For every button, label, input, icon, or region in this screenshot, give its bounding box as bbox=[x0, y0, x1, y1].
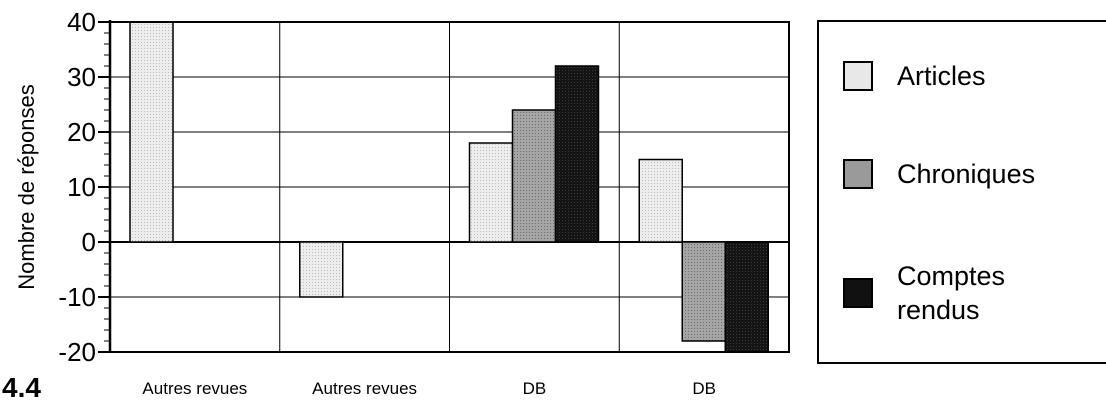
legend-item-chroniques: Chroniques bbox=[843, 157, 1035, 191]
y-tick-label: 40 bbox=[67, 7, 96, 37]
legend-label-comptes: Comptes bbox=[897, 261, 1006, 291]
x-category-label: DB bbox=[523, 379, 547, 398]
bar-chart: 40 30 20 10 0 -10 -20 Autres revues Autres revue… bbox=[14, 7, 790, 398]
legend-label-rendus: rendus bbox=[897, 295, 980, 325]
legend-swatch-comptes-rendus bbox=[843, 278, 873, 308]
legend-label-articles: Articles bbox=[897, 61, 986, 91]
y-tick-label: -10 bbox=[58, 282, 96, 312]
y-tick-label: 0 bbox=[82, 227, 96, 257]
legend-label-chroniques: Chroniques bbox=[897, 159, 1036, 189]
bar-chroniques bbox=[511, 109, 557, 243]
bar-chroniques bbox=[681, 241, 726, 342]
legend: Articles Chroniques Comptes rendus bbox=[817, 20, 1106, 364]
y-axis-title: Nombre de réponses bbox=[14, 84, 39, 289]
bar-articles bbox=[129, 21, 174, 243]
legend-item-articles: Articles bbox=[843, 59, 986, 93]
y-tick-label: 30 bbox=[67, 62, 96, 92]
legend-swatch-articles bbox=[843, 61, 873, 91]
bar-articles bbox=[468, 142, 514, 243]
legend-label-comptes-rendus: Comptes rendus bbox=[897, 259, 1005, 327]
x-category-label: Autres revues bbox=[142, 379, 247, 398]
bar-comptes-rendus bbox=[554, 65, 600, 243]
legend-item-comptes-rendus: Comptes rendus bbox=[843, 259, 1005, 327]
legend-swatch-chroniques bbox=[843, 159, 873, 189]
y-tick-label: -20 bbox=[58, 337, 96, 367]
bar-articles bbox=[299, 241, 344, 298]
x-category-label: DB bbox=[692, 379, 716, 398]
x-category-label: Autres revues bbox=[312, 379, 417, 398]
figure-number: 4.4 bbox=[2, 372, 41, 403]
bar-articles bbox=[638, 158, 683, 243]
y-tick-label: 20 bbox=[67, 117, 96, 147]
y-tick-label: 10 bbox=[67, 172, 96, 202]
bar-comptes-rendus bbox=[724, 241, 769, 353]
